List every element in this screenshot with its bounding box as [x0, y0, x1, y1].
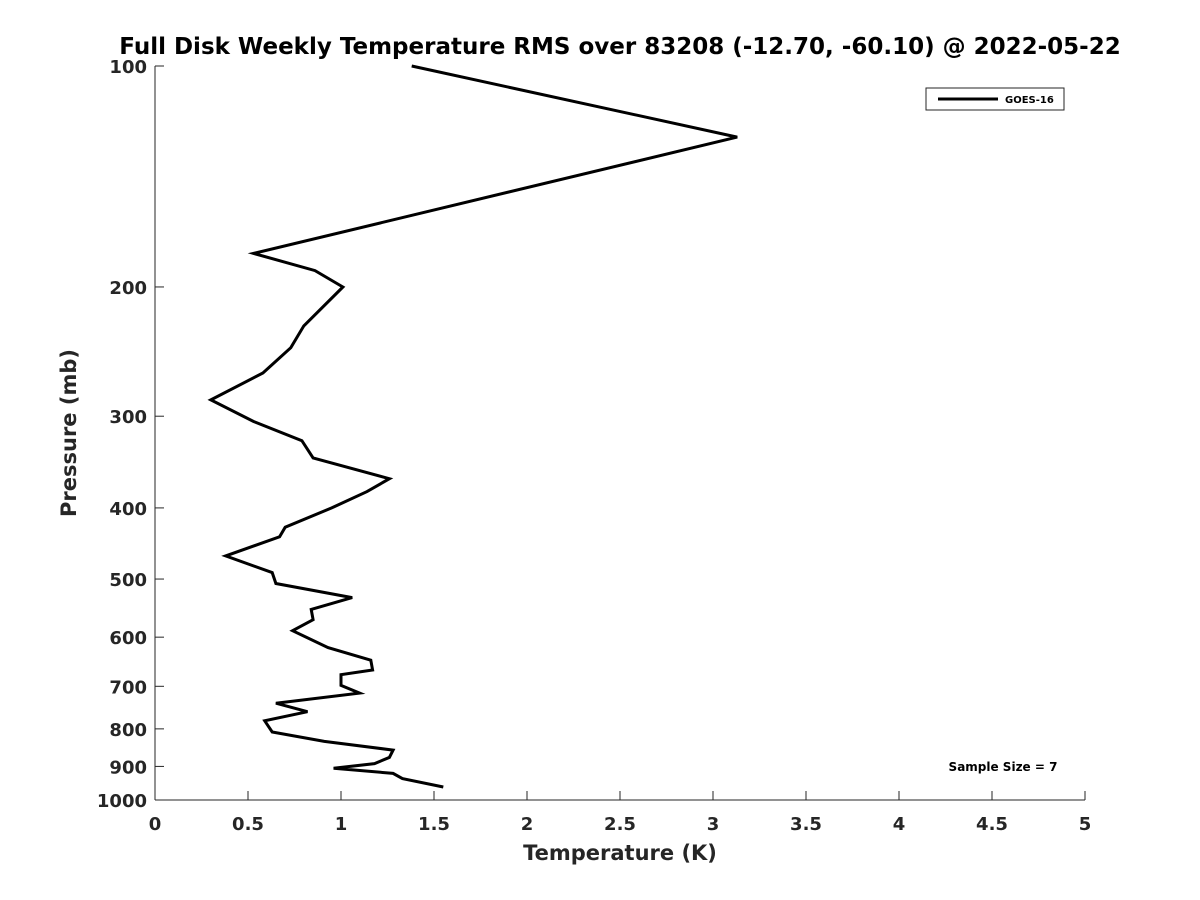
sample-size-annotation: Sample Size = 7: [949, 760, 1058, 774]
x-tick-label: 0.5: [232, 814, 264, 835]
y-tick-label: 700: [109, 677, 147, 698]
x-tick-label: 3.5: [790, 814, 822, 835]
x-tick-label: 1: [335, 814, 348, 835]
y-tick-label: 200: [109, 278, 147, 299]
y-tick-label: 100: [109, 57, 147, 78]
y-tick-label: 800: [109, 720, 147, 741]
y-tick-label: 500: [109, 570, 147, 591]
x-tick-label: 4: [893, 814, 906, 835]
x-tick-label: 1.5: [418, 814, 450, 835]
series-group: [207, 64, 738, 789]
x-tick-label: 0: [149, 814, 162, 835]
y-axis-label: Pressure (mb): [57, 349, 81, 517]
x-ticks: 0 0.5 1 1.5 2 2.5 3 3.5 4 4.5 5: [149, 791, 1092, 835]
x-tick-label: 2.5: [604, 814, 636, 835]
x-axis-label: Temperature (K): [523, 841, 717, 865]
y-tick-label: 1000: [97, 791, 147, 812]
y-tick-label: 600: [109, 628, 147, 649]
legend-label-goes-16: GOES-16: [1005, 95, 1054, 106]
y-tick-label: 900: [109, 757, 147, 778]
y-ticks: 100 200 300 400 500 600 700 800 900 1000: [97, 57, 164, 812]
x-tick-label: 3: [707, 814, 720, 835]
y-tick-label: 400: [109, 499, 147, 520]
chart-title: Full Disk Weekly Temperature RMS over 83…: [119, 34, 1121, 60]
y-tick-label: 300: [109, 407, 147, 428]
series-line-goes-16: [207, 64, 738, 789]
legend: GOES-16: [925, 87, 1065, 111]
x-tick-label: 2: [521, 814, 534, 835]
x-tick-label: 5: [1079, 814, 1092, 835]
x-tick-label: 4.5: [976, 814, 1008, 835]
